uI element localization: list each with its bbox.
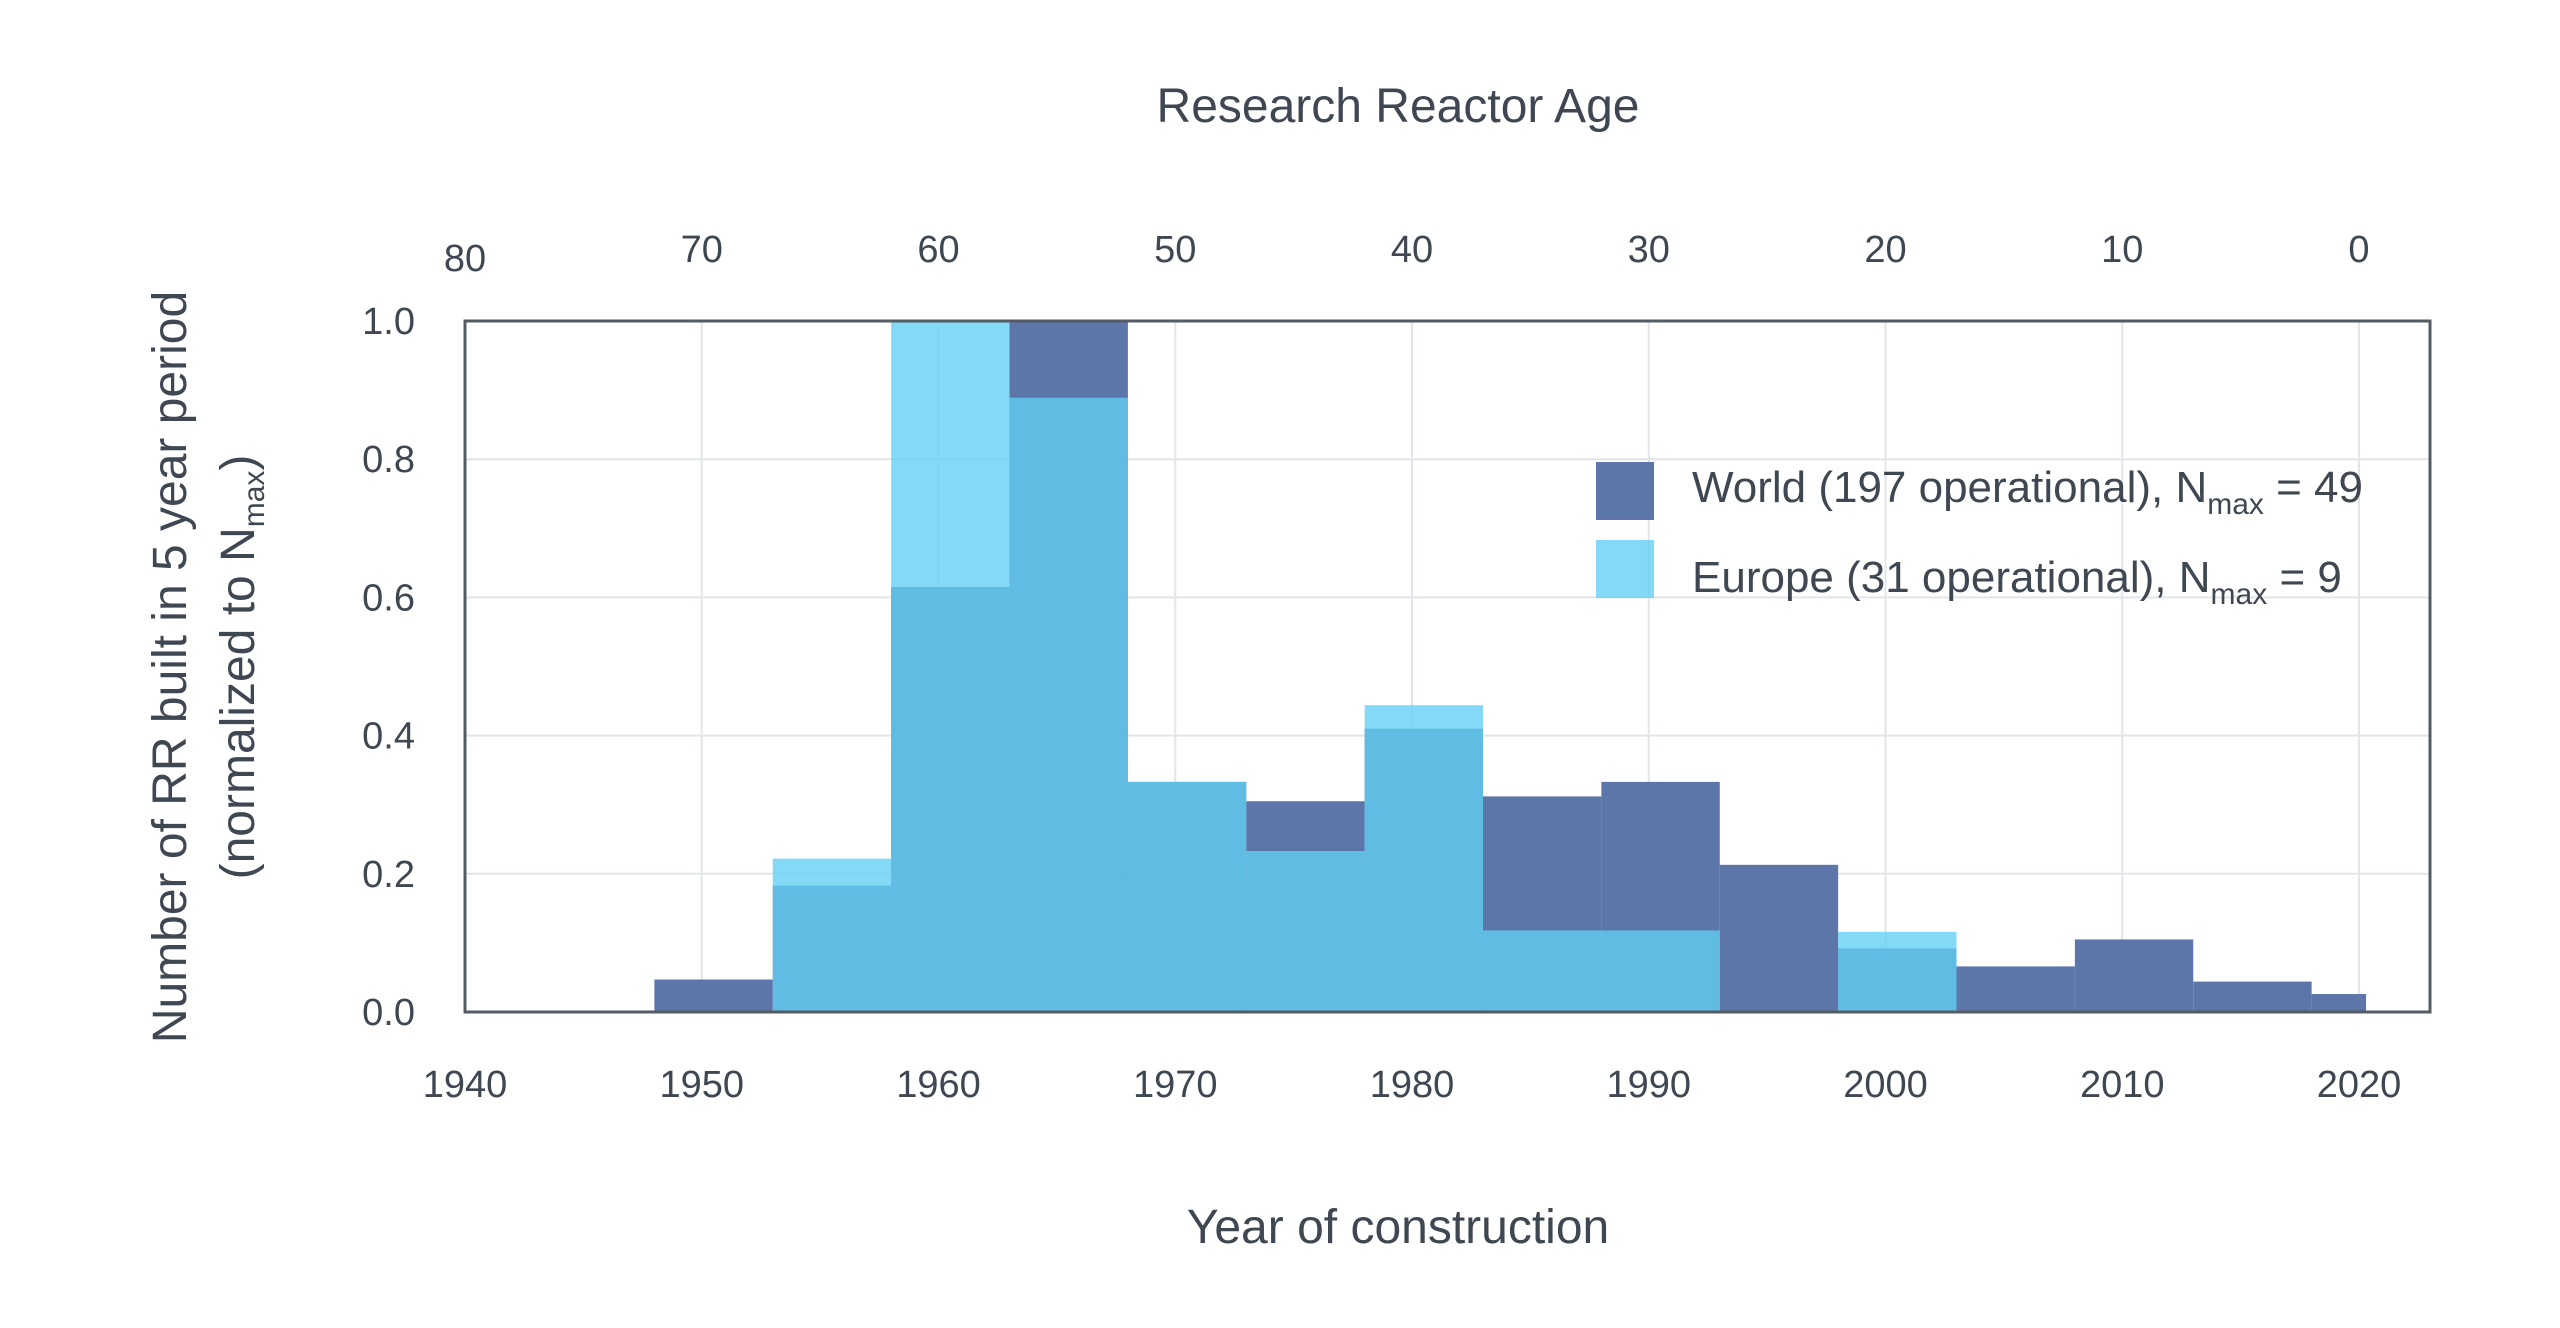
y-tick-label-2: 0.4 (362, 716, 415, 758)
bar-europe-3 (1127, 781, 1247, 1012)
top-tick-label-1: 70 (681, 229, 723, 271)
ticks-layer: 1940 1950 1960 1970 1980 1990 2000 2010 20200.00… (362, 229, 2401, 1106)
bar-world-0 (654, 979, 773, 1012)
bar-europe-5 (1364, 705, 1484, 1012)
top-axis-title: Research Reactor Age (1157, 80, 1640, 133)
x-axis-title: Year of construction (1187, 1201, 1609, 1254)
legend-label-world-main: World (197 operational), N (1692, 463, 2207, 512)
legend-label-world-tail: = 49 (2264, 463, 2363, 512)
plot-frame (463, 319, 2432, 1014)
bar-world-13 (2193, 981, 2312, 1012)
bar-world-12 (2074, 939, 2194, 1012)
x-tick-label-1: 1950 (659, 1064, 744, 1106)
y-tick-label-4: 0.8 (362, 439, 415, 481)
top-tick-label-6: 20 (1864, 229, 1906, 271)
legend-label-europe-tail: = 9 (2267, 553, 2342, 602)
top-tick-label-4: 40 (1391, 229, 1433, 271)
bar-europe-0 (772, 858, 892, 1012)
y-axis-title-line2-sub: max (238, 471, 271, 528)
y-tick-label-0: 0.0 (362, 992, 415, 1034)
bar-europe-6 (1483, 930, 1720, 1012)
x-tick-label-7: 2010 (2080, 1064, 2165, 1106)
bar-europe-7 (1838, 931, 1957, 1012)
x-tick-label-2: 1960 (896, 1064, 981, 1106)
legend-label-europe: Europe (31 operational), Nmax = 9 (1692, 553, 2342, 611)
x-tick-label-0: 1940 (423, 1064, 508, 1106)
legend-label-europe-main: Europe (31 operational), N (1692, 553, 2211, 602)
top-tick-label-7: 10 (2101, 229, 2143, 271)
bar-world-11 (1956, 966, 2075, 1012)
legend-label-world: World (197 operational), Nmax = 49 (1692, 463, 2363, 521)
top-tick-label-0: 80 (444, 238, 486, 280)
y-axis-title-line2-suffix: ) (212, 455, 265, 471)
top-tick-label-3: 50 (1154, 229, 1196, 271)
y-axis-title-line2-prefix: (normalized to N (212, 527, 265, 879)
legend-label-world-sub: max (2207, 488, 2264, 521)
y-tick-label-3: 0.6 (362, 577, 415, 619)
y-tick-label-1: 0.2 (362, 854, 415, 896)
y-axis-title-line2: (normalized to Nmax) (212, 455, 271, 880)
bar-world-14 (2311, 994, 2367, 1012)
x-tick-label-4: 1980 (1370, 1064, 1455, 1106)
x-tick-label-8: 2020 (2317, 1064, 2402, 1106)
top-tick-label-8: 0 (2348, 229, 2369, 271)
legend-swatch-world (1596, 462, 1654, 520)
y-axis-title-line1: Number of RR built in 5 year period (144, 291, 197, 1043)
bars-layer (654, 321, 2367, 1012)
y-tick-label-5: 1.0 (362, 301, 415, 343)
bar-europe-2 (1009, 397, 1128, 1012)
top-tick-label-5: 30 (1628, 229, 1670, 271)
x-tick-label-6: 2000 (1843, 1064, 1928, 1106)
legend-label-europe-sub: max (2211, 578, 2268, 611)
x-tick-label-3: 1970 (1133, 1064, 1218, 1106)
bar-europe-4 (1246, 850, 1365, 1012)
bar-europe-1 (891, 321, 1010, 1012)
legend-swatch-europe (1596, 540, 1654, 598)
top-tick-label-2: 60 (917, 229, 959, 271)
x-tick-label-5: 1990 (1606, 1064, 1691, 1106)
bar-world-9 (1719, 864, 1839, 1012)
legend: World (197 operational), Nmax = 49 Europ… (1596, 462, 2363, 611)
